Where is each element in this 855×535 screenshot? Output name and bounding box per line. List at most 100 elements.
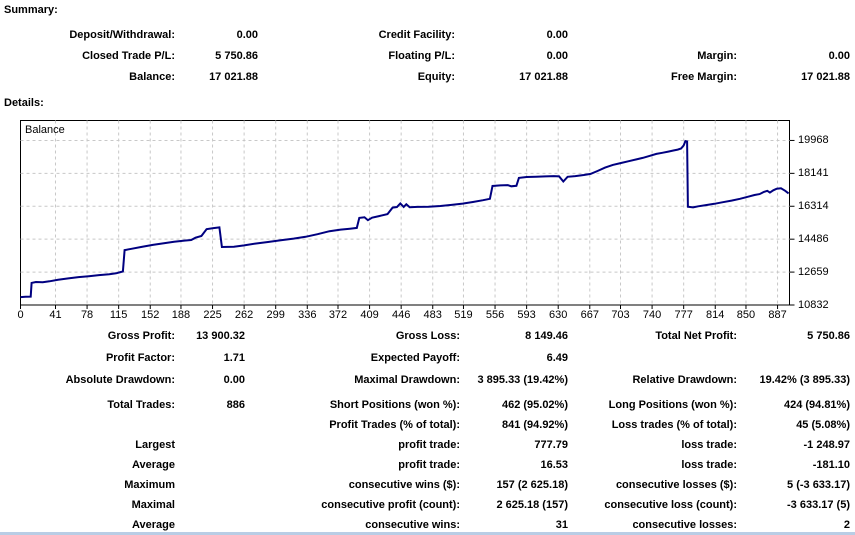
stat-label: Total Net Profit: bbox=[655, 330, 737, 342]
summary-heading: Summary: bbox=[4, 4, 58, 16]
details-row: Average profit trade: 16.53 loss trade: -181… bbox=[0, 455, 850, 475]
summary-row: Deposit/Withdrawal: 0.00 Credit Facility: 0… bbox=[0, 24, 850, 45]
stat-value: 5 (-3 633.17) bbox=[787, 479, 850, 491]
x-axis-label: 336 bbox=[298, 309, 317, 321]
stat-label: Maximal Drawdown: bbox=[354, 374, 460, 386]
stat-label: Free Margin: bbox=[670, 70, 737, 83]
stat-value: 886 bbox=[226, 399, 245, 411]
stat-label: Maximum bbox=[124, 479, 175, 491]
x-axis-label: 409 bbox=[360, 309, 379, 321]
stat-label: loss trade: bbox=[681, 439, 737, 451]
x-axis-label: 188 bbox=[171, 309, 191, 321]
stat-label: Loss trades (% of total): bbox=[611, 419, 737, 431]
stat-label: consecutive losses ($): bbox=[615, 479, 737, 491]
x-axis-label: 483 bbox=[423, 309, 442, 321]
x-axis-label: 630 bbox=[549, 309, 568, 321]
plot-border bbox=[20, 120, 790, 306]
stat-label: Margin: bbox=[697, 49, 737, 62]
summary-row: Balance: 17 021.88 Equity: 17 021.88 Free Ma… bbox=[0, 66, 850, 87]
stat-value: -181.10 bbox=[812, 459, 850, 471]
y-axis-label: 18141 bbox=[798, 166, 829, 179]
x-axis-label: 887 bbox=[768, 309, 787, 321]
x-axis-label: 152 bbox=[141, 309, 160, 321]
y-axis-label: 19968 bbox=[798, 133, 829, 146]
stat-value: 2 bbox=[843, 519, 850, 531]
stat-value: 157 (2 625.18) bbox=[496, 479, 568, 491]
details-row: Absolute Drawdown: 0.00 Maximal Drawdown: 3… bbox=[0, 369, 850, 391]
stat-label: Short Positions (won %): bbox=[329, 399, 460, 411]
stat-value: 0.00 bbox=[546, 49, 568, 62]
stat-label: Balance: bbox=[129, 70, 175, 83]
stat-value: 17 021.88 bbox=[209, 70, 258, 83]
stat-label: Total Trades: bbox=[107, 399, 175, 411]
details-row: Average consecutive wins: 31 consecutive lo… bbox=[0, 515, 850, 535]
x-axis-label: 740 bbox=[642, 309, 662, 321]
stat-label: consecutive wins ($): bbox=[348, 479, 460, 491]
window-bottom-border bbox=[0, 532, 855, 535]
stat-label: Closed Trade P/L: bbox=[82, 49, 175, 62]
x-axis-label: 777 bbox=[674, 309, 693, 321]
y-axis-label: 16314 bbox=[798, 199, 829, 212]
x-axis-label: 0 bbox=[17, 309, 24, 321]
y-axis-label: 10832 bbox=[798, 298, 829, 311]
stat-value: 5 750.86 bbox=[807, 330, 850, 342]
stat-value: 45 (5.08%) bbox=[796, 419, 850, 431]
details-grid: Gross Profit: 13 900.32 Gross Loss: 8 149.4… bbox=[0, 325, 850, 535]
stat-label: Long Positions (won %): bbox=[608, 399, 737, 411]
stat-value: -1 248.97 bbox=[803, 439, 850, 451]
x-axis-label: 41 bbox=[49, 309, 62, 321]
y-axis-label: 14486 bbox=[798, 232, 829, 245]
x-axis-label: 556 bbox=[485, 309, 505, 321]
stat-value: 424 (94.81%) bbox=[783, 399, 850, 411]
stat-label: consecutive profit (count): bbox=[321, 499, 460, 511]
stat-label: Equity: bbox=[417, 70, 455, 83]
stat-label: Gross Profit: bbox=[107, 330, 175, 342]
summary-row: Closed Trade P/L: 5 750.86 Floating P/L: 0.… bbox=[0, 45, 850, 66]
stat-value: 8 149.46 bbox=[525, 330, 568, 342]
details-row: Profit Factor: 1.71 Expected Payoff: 6.49 bbox=[0, 347, 850, 369]
stat-value: 0.00 bbox=[223, 374, 245, 386]
stat-label: Average bbox=[131, 459, 175, 471]
details-row: Maximum consecutive wins ($): 157 (2 625.1… bbox=[0, 475, 850, 495]
x-axis-label: 667 bbox=[580, 309, 599, 321]
stat-label: Average bbox=[131, 519, 175, 531]
stat-value: 0.00 bbox=[546, 28, 568, 41]
stat-label: Largest bbox=[135, 439, 175, 451]
stat-label: Deposit/Withdrawal: bbox=[69, 28, 175, 41]
stat-value: 19.42% (3 895.33) bbox=[759, 374, 850, 386]
stat-value: 31 bbox=[555, 519, 568, 531]
stat-label: profit trade: bbox=[398, 439, 460, 451]
stat-value: 0.00 bbox=[236, 28, 258, 41]
balance-chart-plot bbox=[20, 120, 795, 309]
stat-label: consecutive wins: bbox=[365, 519, 460, 531]
stat-label: consecutive loss (count): bbox=[604, 499, 737, 511]
balance-chart: Balance 10832 12659 14486 16314 18141 19968 0… bbox=[17, 118, 855, 328]
stat-value: -3 633.17 (5) bbox=[787, 499, 850, 511]
details-row: Largest profit trade: 777.79 loss trade: -1 … bbox=[0, 435, 850, 455]
stat-value: 17 021.88 bbox=[519, 70, 568, 83]
stat-label: Floating P/L: bbox=[388, 49, 455, 62]
stat-value: 16.53 bbox=[540, 459, 568, 471]
x-axis-label: 372 bbox=[328, 309, 348, 321]
stat-value: 841 (94.92%) bbox=[501, 419, 568, 431]
details-heading: Details: bbox=[4, 97, 44, 109]
stat-label: Expected Payoff: bbox=[370, 352, 460, 364]
details-row: Gross Profit: 13 900.32 Gross Loss: 8 149.4… bbox=[0, 325, 850, 347]
stat-label: Gross Loss: bbox=[395, 330, 460, 342]
x-axis-label: 519 bbox=[454, 309, 473, 321]
chart-series-label: Balance bbox=[25, 124, 65, 136]
details-row: Maximal consecutive profit (count): 2 625.… bbox=[0, 495, 850, 515]
details-row: Total Trades: 886 Short Positions (won %):… bbox=[0, 395, 850, 415]
stat-label: profit trade: bbox=[398, 459, 460, 471]
x-axis-label: 299 bbox=[266, 309, 285, 321]
stat-label: consecutive losses: bbox=[632, 519, 737, 531]
x-axis-label: 78 bbox=[80, 309, 94, 321]
x-axis-label: 262 bbox=[234, 309, 254, 321]
stat-value: 1.71 bbox=[223, 352, 245, 364]
stat-label: loss trade: bbox=[681, 459, 737, 471]
stat-value: 2 625.18 (157) bbox=[496, 499, 568, 511]
stat-value: 17 021.88 bbox=[801, 70, 850, 83]
stat-value: 5 750.86 bbox=[215, 49, 258, 62]
stat-label: Relative Drawdown: bbox=[632, 374, 737, 386]
